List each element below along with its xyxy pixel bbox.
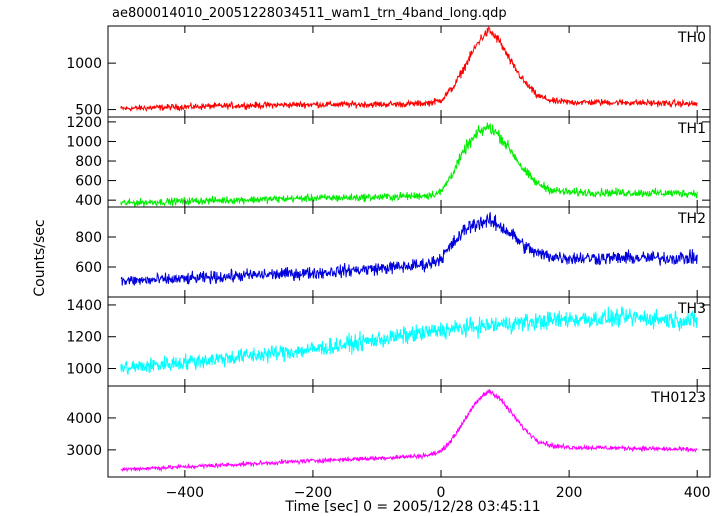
y-tick-label: 600 xyxy=(75,174,102,190)
y-tick-label: 1200 xyxy=(66,115,102,131)
y-tick-label: 1000 xyxy=(66,134,102,150)
y-tick-label: 3000 xyxy=(66,443,102,459)
panel-frame xyxy=(107,206,711,298)
chart-title: ae800014010_20051228034511_wam1_trn_4ban… xyxy=(112,6,507,21)
y-tick-label: 500 xyxy=(75,103,102,119)
series-line-th3 xyxy=(120,306,698,375)
panel-label: TH2 xyxy=(677,211,706,227)
y-axis-label: Counts/sec xyxy=(32,219,48,296)
panel-label: TH0 xyxy=(677,30,706,46)
x-tick-label: 0 xyxy=(437,485,446,501)
panel-frame xyxy=(107,296,711,387)
panel-th1: 400 600 800 1000 1200 TH1 xyxy=(66,115,711,209)
panel-th0123: 3000 4000 TH0123 xyxy=(66,385,711,478)
y-tick-label: 4000 xyxy=(66,411,102,427)
series-line-th1 xyxy=(120,122,698,207)
y-tick-label: 1400 xyxy=(66,298,102,314)
panel-th0: 500 1000 TH0 xyxy=(66,25,711,119)
y-tick-label: 800 xyxy=(75,230,102,246)
y-tick-label: 1000 xyxy=(66,56,102,72)
y-tick-label: 1000 xyxy=(66,362,102,378)
y-tick-label: 1200 xyxy=(66,330,102,346)
series-line-th0123 xyxy=(120,388,698,473)
y-tick-label: 600 xyxy=(75,260,102,276)
panel-label: TH3 xyxy=(677,301,706,317)
series-line-th2 xyxy=(120,212,698,286)
panel-stack: 500 1000 TH0 400 600 800 1000 1200 TH1 600 800 TH2 1… xyxy=(66,25,711,501)
y-tick-label: 400 xyxy=(75,193,102,209)
panel-frame xyxy=(107,385,711,478)
x-tick-label: 200 xyxy=(556,485,583,501)
x-axis-label: Time [sec] 0 = 2005/12/28 03:45:11 xyxy=(284,499,540,515)
x-tick-label: −200 xyxy=(294,485,332,501)
x-tick-label: 400 xyxy=(684,485,711,501)
series-line-th0 xyxy=(120,26,698,112)
panel-label: TH1 xyxy=(677,121,706,137)
y-tick-label: 800 xyxy=(75,154,102,170)
x-tick-label: −400 xyxy=(166,485,204,501)
panel-th2: 600 800 TH2 xyxy=(75,206,711,298)
panel-th3: 1000 1200 1400 TH3 xyxy=(66,296,711,387)
panel-label: TH0123 xyxy=(650,390,706,406)
